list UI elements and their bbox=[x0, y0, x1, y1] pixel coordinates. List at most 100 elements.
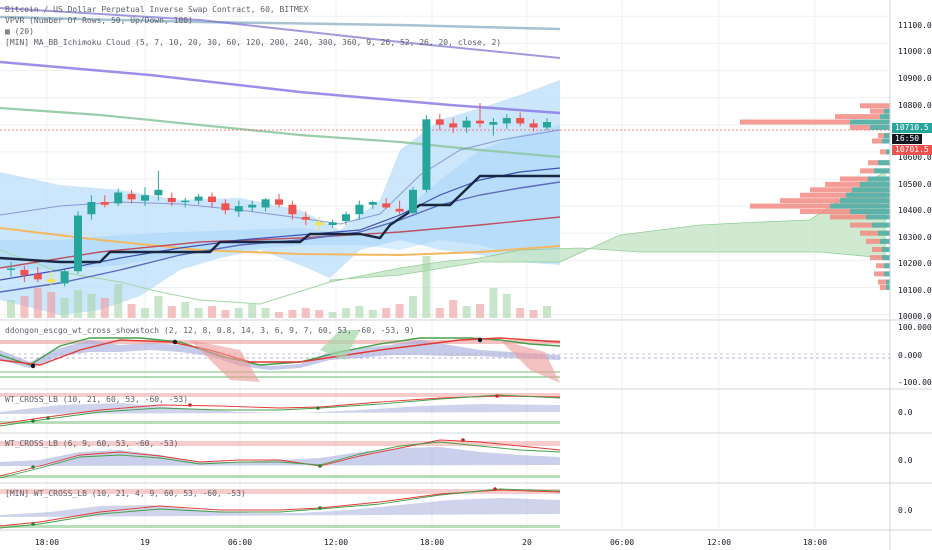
candle-body bbox=[74, 215, 82, 272]
candle-body bbox=[462, 120, 471, 128]
inner-band-fill bbox=[0, 125, 560, 270]
candle-body bbox=[47, 279, 56, 283]
volume-bar bbox=[261, 308, 270, 318]
candle-body bbox=[20, 269, 29, 276]
bid-price-tag: 10701.5 bbox=[892, 145, 932, 155]
time-label: 06:00 bbox=[227, 538, 253, 547]
profile-row-down bbox=[866, 238, 890, 244]
countdown-tag: 16:50 bbox=[892, 134, 923, 144]
price-label: 10000.0 bbox=[898, 312, 932, 321]
profile-row-down bbox=[850, 222, 890, 228]
volume-bar bbox=[288, 310, 297, 318]
profile-row-up bbox=[872, 222, 890, 228]
volume-bar bbox=[47, 292, 56, 318]
candle-body bbox=[194, 196, 203, 201]
time-label: 12:00 bbox=[706, 538, 732, 547]
volume-bar bbox=[167, 306, 176, 318]
profile-row-up bbox=[884, 108, 890, 114]
volume-bar bbox=[476, 304, 484, 318]
price-label: 10300.0 bbox=[898, 233, 932, 242]
time-label: 19 bbox=[140, 538, 150, 547]
candle-body bbox=[275, 199, 283, 205]
pane-1-axis-label: -100.000 bbox=[898, 378, 932, 387]
ma-line-top-blue bbox=[0, 15, 561, 31]
vpvr-legend[interactable]: VPVR (Number Of Rows, 50, Up/Down, 100) bbox=[5, 16, 193, 25]
volume-bar bbox=[355, 306, 364, 318]
price-label: 11000.0 bbox=[898, 47, 932, 56]
profile-row-down bbox=[872, 138, 890, 144]
volume-bar bbox=[74, 290, 82, 318]
candle-body bbox=[127, 193, 136, 200]
volume-bar bbox=[275, 312, 283, 318]
pane-3-title[interactable]: WT_CROSS_LB (6, 9, 60, 53, -60, -53) bbox=[5, 439, 179, 448]
profile-row-down bbox=[874, 271, 890, 277]
volume-bar bbox=[114, 284, 123, 318]
profile-row-up bbox=[852, 187, 890, 193]
profile-row-down bbox=[800, 209, 890, 215]
volume-bar bbox=[208, 306, 216, 318]
profile-row-up bbox=[830, 203, 890, 209]
ma-line-purple bbox=[0, 60, 561, 115]
candle-body bbox=[141, 195, 149, 201]
profile-row-down bbox=[860, 103, 890, 109]
volume-bar bbox=[221, 310, 230, 318]
time-label: 18:00 bbox=[419, 538, 445, 547]
pane-3-axis-label: 0.0 bbox=[898, 456, 913, 465]
profile-row-up bbox=[840, 198, 890, 204]
pane-4-title[interactable]: [MIN] WT_CROSS_LB (10, 21, 4, 9, 60, 53,… bbox=[5, 489, 246, 498]
time-label: 18:00 bbox=[34, 538, 60, 547]
candle-body bbox=[355, 204, 364, 215]
symbol-title[interactable]: Bitcoin / US Dollar Perpetual Inverse Sw… bbox=[5, 5, 309, 14]
pane-1-title[interactable]: ddongon_escgo_wt_cross_showstoch (2, 12,… bbox=[5, 326, 415, 335]
profile-row-down bbox=[835, 114, 890, 120]
volume-bar bbox=[382, 308, 391, 318]
profile-row-down bbox=[872, 246, 890, 252]
volume-bar bbox=[342, 308, 350, 318]
profile-row-up bbox=[886, 284, 890, 290]
profile-row-down bbox=[780, 198, 890, 204]
candle-body bbox=[328, 222, 337, 226]
volume-bar bbox=[87, 294, 96, 318]
pane-2-axis-label: 0.0 bbox=[898, 408, 913, 417]
candle-body bbox=[529, 123, 538, 128]
price-label: 10200.0 bbox=[898, 259, 932, 268]
indicator-legend[interactable]: ▦ (20) bbox=[5, 27, 34, 36]
volume-bar bbox=[502, 294, 511, 318]
candle-body bbox=[234, 206, 243, 212]
profile-row-up bbox=[882, 255, 890, 261]
profile-row-up bbox=[878, 230, 890, 236]
volume-bar bbox=[127, 304, 136, 318]
candle-body bbox=[342, 214, 350, 222]
ichimoku-legend[interactable]: [MIN] MA_BB_Ichimoku Cloud (5, 7, 10, 20… bbox=[5, 38, 502, 47]
candle-body bbox=[208, 196, 216, 203]
candle-body bbox=[288, 204, 297, 215]
price-label: 10400.0 bbox=[898, 206, 932, 215]
volume-bar bbox=[154, 296, 163, 318]
profile-row-up bbox=[880, 238, 890, 244]
pane-2-title[interactable]: WT_CROSS_LB (10, 21, 60, 53, -60, -53) bbox=[5, 395, 189, 404]
candle-body bbox=[489, 122, 498, 125]
profile-row-down bbox=[830, 214, 890, 220]
oscillator-pane-2[interactable] bbox=[0, 393, 561, 427]
candle-body bbox=[301, 216, 310, 220]
oscillator-pane-4[interactable] bbox=[0, 487, 561, 529]
candle-body bbox=[409, 189, 417, 213]
candle-body bbox=[154, 189, 163, 196]
bb-basis-line bbox=[0, 129, 561, 225]
oscillator-pane-1[interactable] bbox=[0, 330, 890, 383]
candlesticks bbox=[7, 103, 551, 287]
time-label: 06:00 bbox=[609, 538, 635, 547]
pane-1-axis-label: 0.000 bbox=[898, 351, 923, 360]
volume-bar bbox=[100, 298, 109, 318]
price-label: 10100.0 bbox=[898, 286, 932, 295]
candle-body bbox=[181, 200, 190, 203]
ma-line-red bbox=[0, 216, 561, 269]
volume-profile bbox=[740, 103, 890, 290]
oscillator-pane-3[interactable] bbox=[0, 438, 561, 479]
candle-body bbox=[449, 123, 458, 128]
candle-body bbox=[476, 120, 484, 124]
ma-line-purple-upper bbox=[0, 7, 561, 59]
price-label: 10600.0 bbox=[898, 153, 932, 162]
profile-row-down bbox=[800, 192, 890, 198]
